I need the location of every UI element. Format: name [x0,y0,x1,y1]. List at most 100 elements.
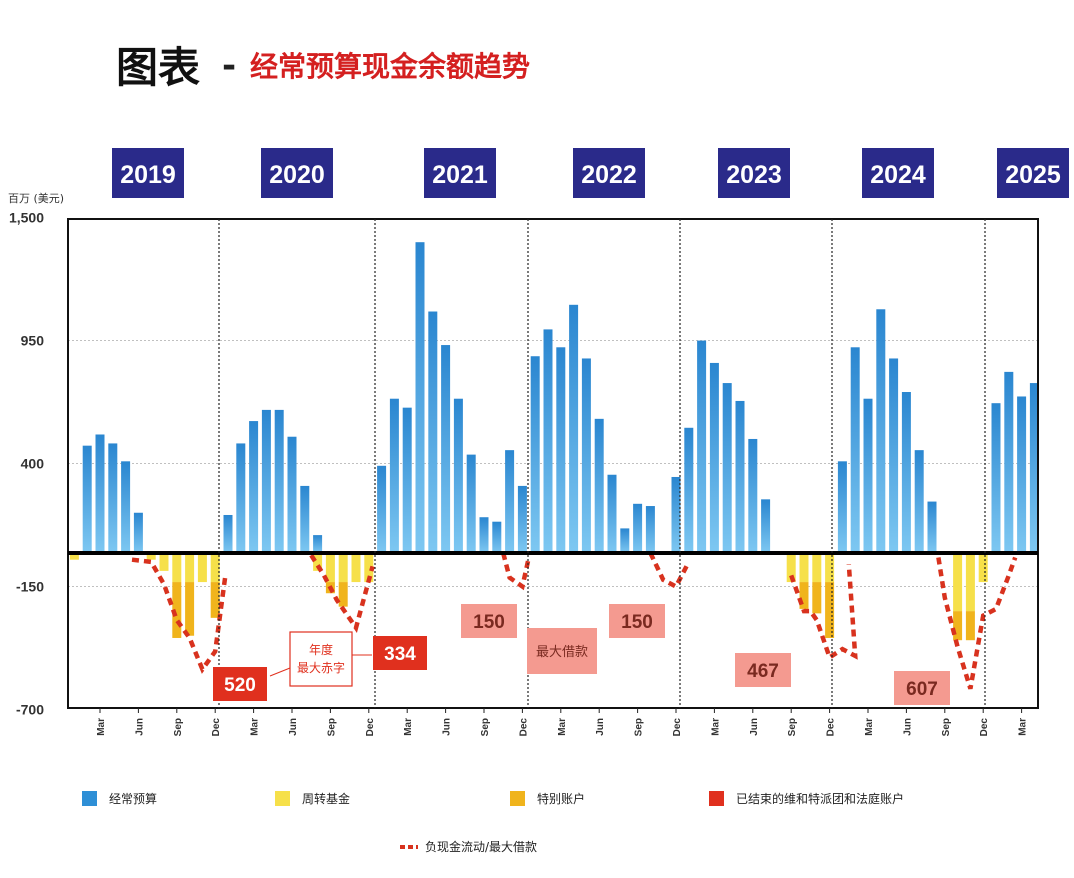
bar-regular-budget [402,407,412,553]
bar-regular-budget [684,427,694,553]
bar-regular-budget [236,443,246,553]
bar-working-capital [978,553,988,583]
legend-swatch [82,791,97,806]
x-tick-label: Mar [1018,718,1029,736]
bars [69,242,1039,641]
bar-special-account [825,582,835,638]
year-header-2025: 2025 [997,148,1069,198]
bar-special-account [953,611,963,641]
year-headers: 2019 2020 2021 2022 2023 2024 2025 [112,148,1069,198]
bar-regular-budget [517,485,527,553]
year-label: 2020 [269,161,325,189]
bar-regular-budget [889,358,899,553]
year-label: 2019 [120,161,176,189]
bar-special-account [338,582,348,607]
legend-item-1: 周转基金 [275,791,350,806]
bar-regular-budget [441,345,451,553]
legend-label: 经常预算 [109,791,157,806]
annotation-box [289,631,353,687]
bar-regular-budget [645,506,655,553]
bar-regular-budget [761,499,771,553]
bar-working-capital [351,553,361,583]
bar-regular-budget [991,403,1001,553]
x-tick-label: Sep [634,718,645,736]
bar-regular-budget [671,476,681,553]
callout-text: 150 [473,612,505,633]
year-header-2020: 2020 [261,148,333,198]
year-header-2022: 2022 [573,148,645,198]
bar-regular-budget [300,485,310,553]
bar-regular-budget [95,434,105,553]
year-box [718,148,790,198]
chart-subtitle: 经常预算现金余额趋势 [250,50,530,83]
x-tick-label: Jun [902,718,913,736]
y-tick-label: -150 [16,579,44,595]
bar-regular-budget [313,535,323,553]
negative-cashflow-segment [648,552,691,590]
negative-cashflow-segment [789,564,858,661]
bar-working-capital [799,553,809,583]
bar-regular-budget [466,454,476,553]
bar-regular-budget [914,450,924,553]
bar-regular-budget [543,329,553,553]
y-tick-label: 1,500 [9,210,44,226]
bar-regular-budget [389,398,399,553]
year-header-2024: 2024 [862,148,934,198]
callout-text: 最大借款 [536,645,588,660]
x-tick-labels: Mar Jun Sep Dec Mar Jun Sep Dec Mar Jun Sep Dec Mar J… [96,708,1029,736]
callout-box [461,604,517,638]
bar-regular-budget [121,461,131,553]
bar-regular-budget [249,421,259,553]
x-tick-label: Jun [749,718,760,736]
bar-regular-budget [377,465,387,553]
callout-5: 467 [735,653,791,687]
callout-box [609,604,665,638]
bar-regular-budget [863,398,873,553]
annotation-line2: 最大赤字 [297,660,345,675]
callout-text: 520 [224,675,256,696]
callout-text: 467 [747,661,779,682]
year-label: 2023 [726,161,782,189]
bar-working-capital [172,553,182,583]
bar-special-account [185,582,195,636]
bar-regular-budget [530,356,540,553]
annotation-pointer [269,667,291,677]
year-label: 2021 [432,161,488,189]
negative-cashflow-line [131,552,1018,690]
x-tick-label: Mar [557,718,568,736]
callout-2: 150 [461,604,517,638]
bar-working-capital [159,553,169,571]
bar-working-capital [313,553,323,571]
x-tick-label: Dec [211,718,222,737]
y-tick-labels: 1,500 950 400 -150 -700 [9,210,44,718]
legend-item-2: 特别账户 [510,791,585,806]
year-box [112,148,184,198]
callout-box [527,628,597,674]
x-tick-label: Dec [518,718,529,737]
bar-regular-budget [453,398,463,553]
bar-regular-budget [581,358,591,553]
bar-special-account [812,582,822,614]
bar-regular-budget [569,304,579,553]
callout-1: 334 [373,636,427,670]
x-tick-label: Sep [326,718,337,736]
x-tick-label: Jun [288,718,299,736]
x-tick-label: Sep [480,718,491,736]
legend-swatch [709,791,724,806]
bar-regular-budget [748,438,758,553]
bar-regular-budget [876,309,886,553]
x-tick-label: Mar [710,718,721,736]
bar-regular-budget [607,474,617,553]
bar-regular-budget [1017,396,1027,553]
bar-regular-budget [415,242,425,554]
bar-regular-budget [428,311,438,553]
bar-regular-budget [594,418,604,553]
callout-box [373,636,427,670]
bar-special-account [799,582,809,609]
bar-working-capital [953,553,963,612]
y-tick-label: 400 [21,456,45,472]
year-label: 2022 [581,161,637,189]
